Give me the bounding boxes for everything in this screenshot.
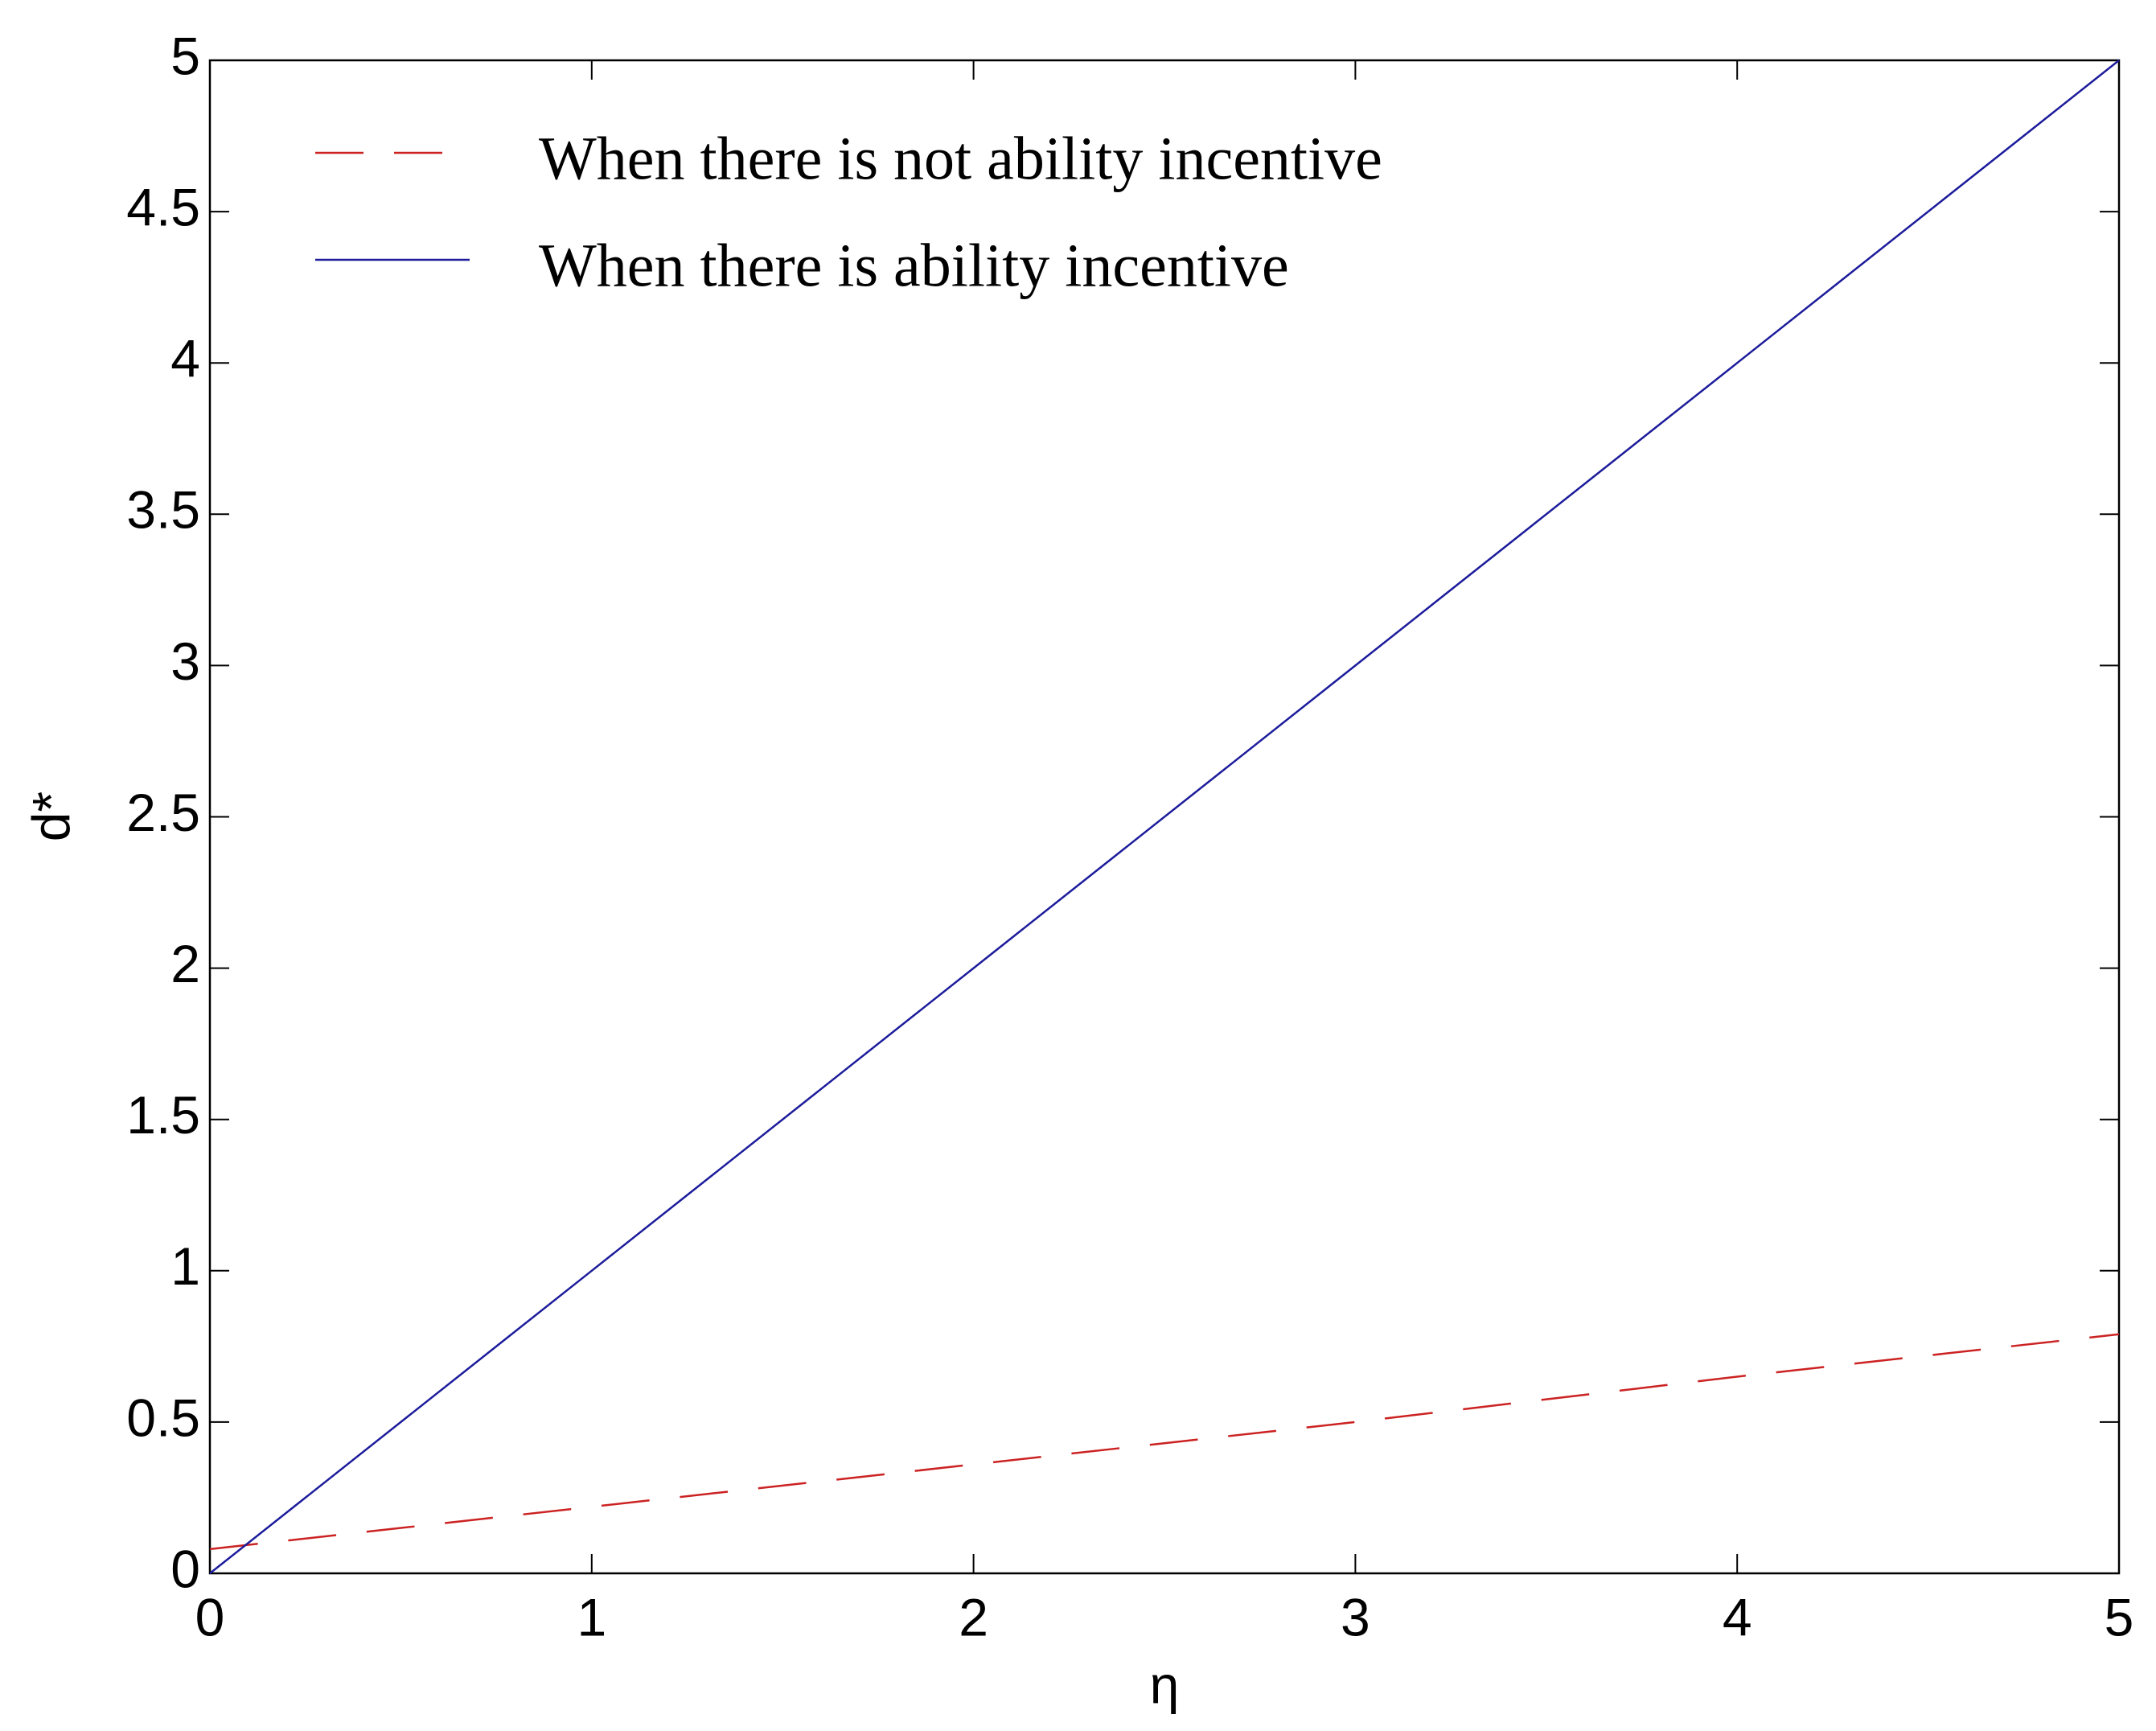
series-line [209,1333,2120,1551]
y-tick-label: 0 [170,1539,200,1598]
y-tick-label: 0.5 [126,1388,200,1447]
x-tick-label: 3 [1341,1587,1370,1647]
y-tick-label: 3 [170,631,200,691]
series-line [209,60,2120,1574]
legend-text: When there is ability incentive [539,232,1289,299]
x-tick-label: 5 [2105,1587,2134,1647]
y-tick-label: 3.5 [126,480,200,540]
x-tick-label: 2 [959,1587,988,1647]
y-tick-label: 2.5 [126,783,200,842]
x-axis-label: η [1150,1655,1180,1714]
y-axis-label: d* [21,791,80,841]
legend-text: When there is not ability incentive [539,125,1382,192]
y-tick-label: 2 [170,934,200,993]
y-tick-label: 4 [170,329,200,389]
y-tick-label: 1.5 [126,1085,200,1145]
y-tick-label: 1 [170,1236,200,1296]
y-tick-label: 4.5 [126,178,200,237]
x-tick-label: 1 [577,1587,606,1647]
x-tick-label: 0 [195,1587,225,1647]
y-tick-label: 5 [170,26,200,85]
x-tick-label: 4 [1723,1587,1752,1647]
